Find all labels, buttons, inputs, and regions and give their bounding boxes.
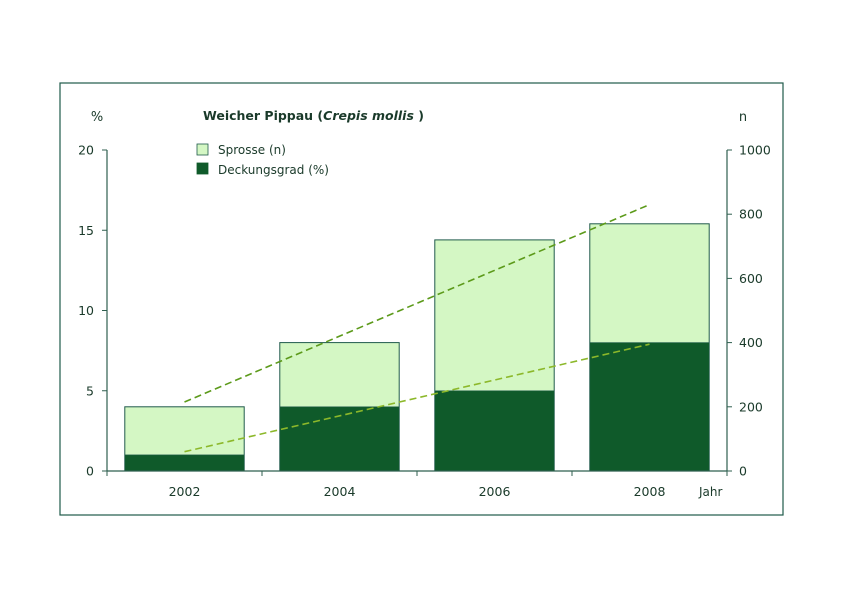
right-tick-label: 400 (739, 335, 763, 350)
legend: Sprosse (n) Deckungsgrad (%) (196, 143, 329, 177)
trendlines (184, 203, 650, 453)
right-tick-label: 600 (739, 271, 763, 286)
right-tick-label: 200 (739, 399, 763, 414)
left-axis-unit: % (91, 110, 103, 125)
x-tick-label: 2002 (169, 484, 201, 499)
trendline-sprosse (184, 203, 650, 403)
left-tick-label: 20 (78, 143, 94, 158)
right-tick-label: 1000 (739, 143, 771, 158)
left-tick-label: 0 (86, 464, 94, 479)
chart-border (59, 82, 784, 516)
x-axis-label: Jahr (698, 485, 722, 499)
right-tick-label: 0 (739, 464, 747, 479)
x-tick-label: 2008 (634, 484, 666, 499)
bar-deckungsgrad-2008 (589, 342, 710, 472)
legend-item-deckungsgrad: Deckungsgrad (%) (196, 162, 329, 177)
legend-swatch-deckungsgrad (196, 162, 209, 175)
left-tick-label: 15 (78, 223, 94, 238)
bars (124, 223, 710, 472)
x-tick-label: 2004 (324, 484, 356, 499)
trendline-deckungsgrad (184, 343, 650, 453)
left-tick-label: 5 (86, 383, 94, 398)
left-tick-label: 10 (78, 303, 94, 318)
chart-title: Weicher Pippau (Crepis mollis ) (203, 108, 424, 123)
bar-deckungsgrad-2006 (434, 390, 555, 472)
bar-deckungsgrad-2002 (124, 454, 245, 472)
right-axis-unit: n (739, 110, 747, 125)
right-tick-label: 800 (739, 207, 763, 222)
legend-swatch-sprosse (196, 143, 209, 156)
legend-label-deckungsgrad: Deckungsgrad (%) (218, 163, 329, 177)
x-tick-label: 2006 (479, 484, 511, 499)
legend-item-sprosse: Sprosse (n) (196, 143, 286, 157)
legend-label-sprosse: Sprosse (n) (218, 143, 286, 157)
